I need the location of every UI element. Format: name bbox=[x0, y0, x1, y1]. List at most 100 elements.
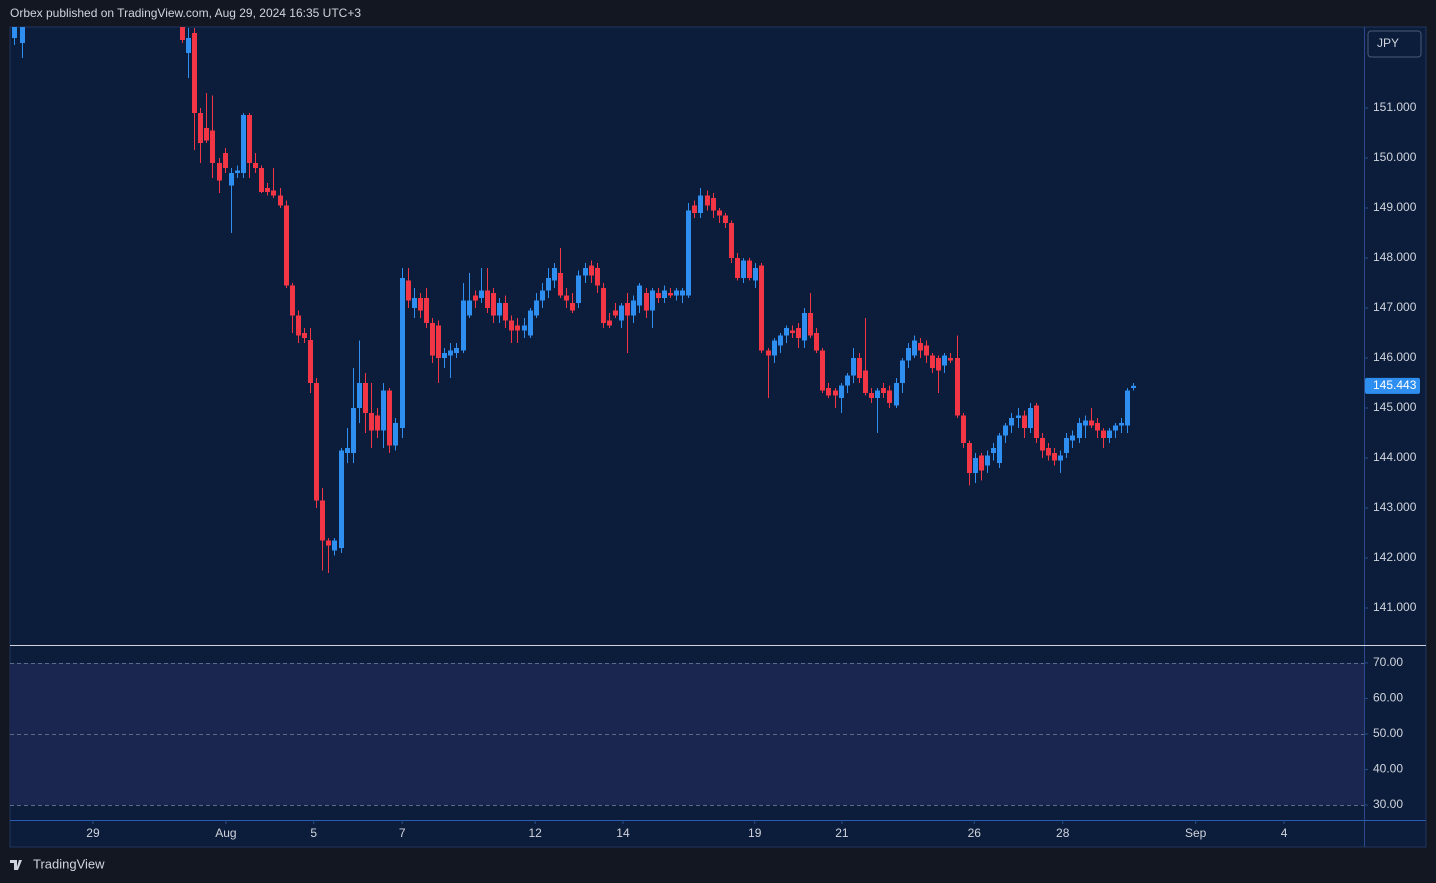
candle-body bbox=[833, 390, 838, 396]
candle-body bbox=[686, 210, 691, 296]
candle-body bbox=[314, 383, 319, 501]
candle-body bbox=[180, 27, 185, 40]
y-tick-label: 30.00 bbox=[1373, 797, 1403, 811]
candle-body bbox=[369, 413, 374, 431]
x-tick-label: 29 bbox=[86, 826, 100, 840]
candle-body bbox=[20, 27, 25, 43]
candle-body bbox=[601, 288, 606, 323]
candle-body bbox=[997, 435, 1002, 463]
candle-body bbox=[192, 33, 197, 113]
candle-body bbox=[253, 163, 258, 168]
candle-body bbox=[857, 358, 862, 378]
candle-body bbox=[759, 265, 764, 351]
candle-body bbox=[387, 390, 392, 446]
candle-body bbox=[595, 268, 600, 286]
candle-body bbox=[1113, 425, 1118, 431]
candle-body bbox=[961, 415, 966, 443]
candle-body bbox=[1028, 408, 1033, 428]
candle-body bbox=[1125, 390, 1130, 426]
candle-body bbox=[869, 393, 874, 398]
candle-body bbox=[1107, 430, 1112, 438]
candle-body bbox=[320, 500, 325, 541]
candle-body bbox=[674, 290, 679, 296]
candle-body bbox=[418, 298, 423, 311]
candle-body bbox=[589, 265, 594, 276]
candle-body bbox=[552, 268, 557, 281]
candle-body bbox=[772, 340, 777, 356]
candle-body bbox=[564, 295, 569, 301]
candle-body bbox=[705, 195, 710, 206]
candle-body bbox=[448, 350, 453, 356]
x-tick-label: 14 bbox=[616, 826, 630, 840]
candle-body bbox=[991, 448, 996, 453]
candle-body bbox=[802, 313, 807, 341]
currency-button[interactable] bbox=[1367, 30, 1422, 58]
candle-body bbox=[936, 358, 941, 371]
x-tick-label: 4 bbox=[1281, 826, 1288, 840]
candle-body bbox=[302, 333, 307, 338]
y-tick-label: 146.000 bbox=[1373, 350, 1417, 364]
x-tick-label: Sep bbox=[1185, 826, 1207, 840]
candle-body bbox=[217, 163, 222, 181]
candle-body bbox=[241, 115, 246, 173]
candle-body bbox=[790, 330, 795, 333]
candle-body bbox=[271, 190, 276, 196]
candle-body bbox=[1052, 453, 1057, 461]
y-tick-label: 70.00 bbox=[1373, 655, 1403, 669]
candle-body bbox=[826, 388, 831, 396]
candle-body bbox=[570, 303, 575, 311]
candle-body bbox=[247, 115, 252, 163]
y-tick-label: 148.000 bbox=[1373, 250, 1417, 264]
candle-body bbox=[796, 328, 801, 338]
candle-body bbox=[375, 415, 380, 431]
candle-body bbox=[12, 27, 17, 38]
candle-body bbox=[680, 290, 685, 296]
candle-body bbox=[351, 408, 356, 453]
candle-body bbox=[186, 38, 191, 53]
candle-body bbox=[345, 448, 350, 453]
candle-body bbox=[1095, 423, 1100, 431]
candle-body bbox=[948, 358, 953, 361]
candle-body bbox=[204, 128, 209, 141]
candle-body bbox=[467, 300, 472, 316]
candle-body bbox=[479, 290, 484, 298]
candle-body bbox=[381, 390, 386, 431]
x-tick-label: 5 bbox=[310, 826, 317, 840]
candle-body bbox=[735, 258, 740, 278]
x-tick-label: 12 bbox=[528, 826, 542, 840]
candle-body bbox=[1077, 423, 1082, 438]
candle-body bbox=[326, 540, 331, 546]
candle-body bbox=[223, 153, 228, 168]
candle-body bbox=[210, 130, 215, 163]
last-price-marker bbox=[1365, 377, 1420, 394]
candle-body bbox=[363, 383, 368, 413]
x-tick-label: 28 bbox=[1056, 826, 1070, 840]
y-tick-label: 143.000 bbox=[1373, 500, 1417, 514]
candle-body bbox=[503, 303, 508, 321]
candle-body bbox=[259, 168, 264, 192]
candle-body bbox=[942, 355, 947, 366]
candle-body bbox=[1058, 455, 1063, 461]
candle-body bbox=[308, 340, 313, 383]
x-tick-label: 19 bbox=[748, 826, 762, 840]
candle-body bbox=[1089, 420, 1094, 426]
candle-body bbox=[711, 198, 716, 211]
candle-body bbox=[644, 293, 649, 311]
candle-body bbox=[863, 370, 868, 393]
currency-label[interactable]: JPY bbox=[1377, 36, 1399, 50]
candle-body bbox=[973, 458, 978, 473]
candle-body bbox=[979, 455, 984, 471]
candle-body bbox=[461, 300, 466, 351]
y-tick-label: 141.000 bbox=[1373, 600, 1417, 614]
candle-body bbox=[881, 388, 886, 393]
candle-body bbox=[497, 303, 502, 316]
x-tick-label: 26 bbox=[968, 826, 982, 840]
candle-body bbox=[741, 260, 746, 278]
y-tick-label: 40.00 bbox=[1373, 762, 1403, 776]
candle-body bbox=[887, 390, 892, 403]
candle-body bbox=[546, 278, 551, 291]
band-fill bbox=[10, 662, 1364, 806]
candle-body bbox=[619, 305, 624, 321]
candle-body bbox=[753, 268, 758, 281]
candle-body bbox=[1101, 430, 1106, 438]
